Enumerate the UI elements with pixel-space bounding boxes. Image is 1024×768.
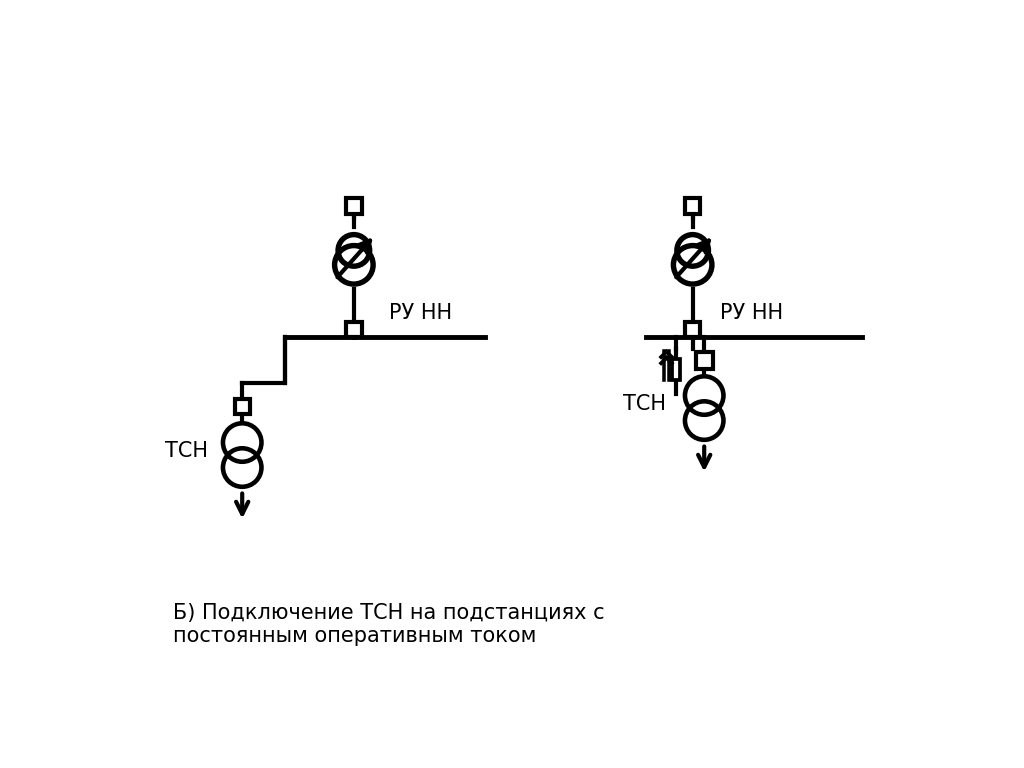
Text: ТСН: ТСН <box>165 441 208 461</box>
Text: Б) Подключение ТСН на подстанциях с
постоянным оперативным током: Б) Подключение ТСН на подстанциях с пост… <box>173 603 604 646</box>
Text: РУ НН: РУ НН <box>388 303 452 323</box>
Text: РУ НН: РУ НН <box>720 303 782 323</box>
Bar <box>685 322 700 337</box>
Text: ТСН: ТСН <box>623 394 666 414</box>
Bar <box>672 359 680 380</box>
Bar <box>234 399 250 414</box>
Bar <box>346 322 361 337</box>
Bar <box>695 352 713 369</box>
Bar <box>346 198 361 214</box>
Bar <box>685 198 700 214</box>
